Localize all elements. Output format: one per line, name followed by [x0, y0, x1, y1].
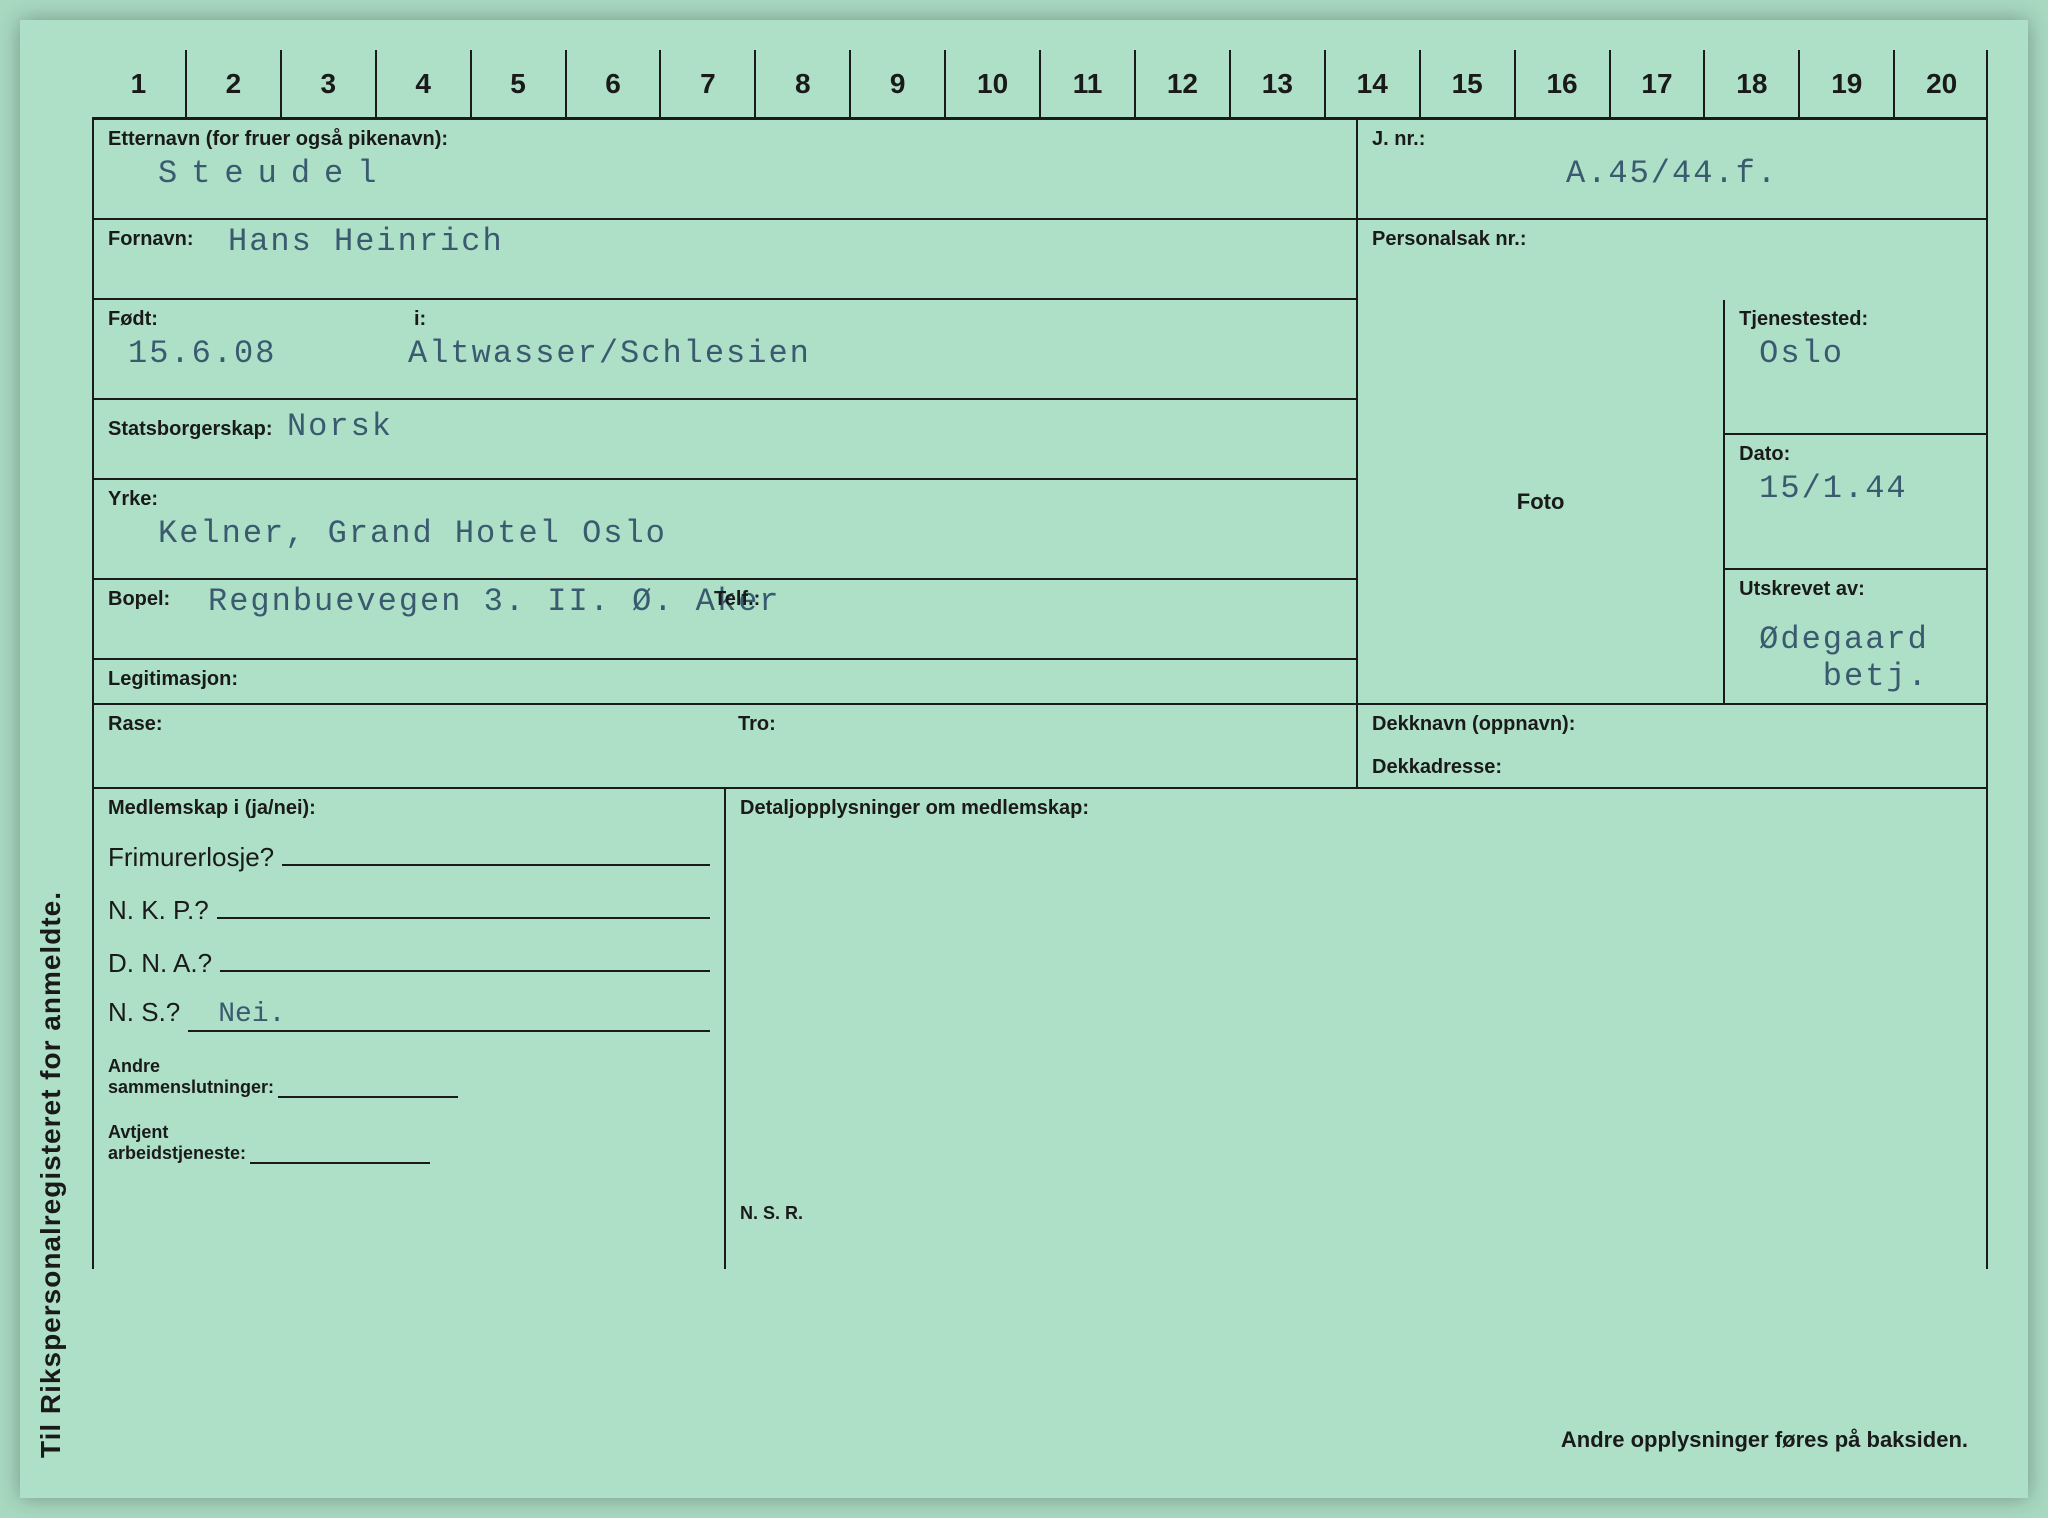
field-fodt: Født: i: 15.6.08 Altwasser/Schlesien: [92, 300, 1356, 400]
field-dato: Dato: 15/1.44: [1725, 435, 1986, 570]
ruler-tick: 10: [944, 50, 1039, 117]
ruler-tick: 2: [185, 50, 280, 117]
label-dato: Dato:: [1739, 443, 1972, 466]
field-fornavn: Fornavn: Hans Heinrich: [92, 220, 1356, 300]
footer-note: Andre opplysninger føres på baksiden.: [1561, 1427, 1968, 1453]
label-medlemskap: Medlemskap i (ja/nei):: [108, 797, 710, 820]
card-body: 1234567891011121314151617181920 Etternav…: [82, 20, 2028, 1498]
field-tro: Tro:: [724, 705, 1356, 789]
value-fodt: 15.6.08: [108, 335, 408, 372]
form-grid: Etternavn (for fruer også pikenavn): Ste…: [92, 120, 1988, 1269]
left-detail-block: Født: i: 15.6.08 Altwasser/Schlesien Sta…: [92, 300, 1356, 705]
label-jnr: J. nr.:: [1372, 128, 1972, 151]
field-yrke: Yrke: Kelner, Grand Hotel Oslo: [92, 480, 1356, 580]
right-meta-stack: Tjenestested: Oslo Dato: 15/1.44 Utskrev…: [1723, 300, 1986, 703]
value-dato: 15/1.44: [1739, 470, 1972, 507]
value-jnr: A.45/44.f.: [1372, 155, 1972, 192]
membership-ns: N. S.? Nei.: [108, 997, 710, 1032]
membership-andre: Andre sammenslutninger:: [108, 1056, 710, 1098]
label-bopel: Bopel:: [108, 588, 170, 610]
label-dekknavn: Dekknavn (oppnavn):: [1372, 713, 1972, 736]
field-medlemskap: Medlemskap i (ja/nei): Frimurerlosje? N.…: [92, 789, 724, 1269]
ruler-tick: 5: [470, 50, 565, 117]
ruler-tick: 9: [849, 50, 944, 117]
field-personalsak: Personalsak nr.:: [1356, 220, 1988, 300]
membership-avtjent: Avtjent arbeidstjeneste:: [108, 1122, 710, 1164]
label-avtjent: Avtjent arbeidstjeneste:: [108, 1122, 246, 1163]
value-avtjent: [250, 1162, 430, 1164]
label-nsr: N. S. R.: [740, 1203, 803, 1224]
field-utskrevet: Utskrevet av: Ødegaard betj.: [1725, 570, 1986, 703]
value-dna: [220, 944, 710, 972]
field-dekk: Dekknavn (oppnavn): Dekkadresse:: [1356, 705, 1988, 789]
sidebar-title: Til Rikspersonalregisteret for anmeldte.: [20, 20, 82, 1498]
label-rase: Rase:: [108, 713, 710, 736]
label-dekkadresse: Dekkadresse:: [1372, 756, 1972, 779]
label-tjenestested: Tjenestested:: [1739, 308, 1972, 331]
label-telf: Telf.:: [714, 588, 760, 611]
field-legit: Legitimasjon:: [92, 660, 1356, 705]
membership-nkp: N. K. P.?: [108, 891, 710, 926]
ruler-tick: 17: [1609, 50, 1704, 117]
label-yrke: Yrke:: [108, 488, 1342, 511]
label-ns: N. S.?: [108, 997, 180, 1028]
value-etternavn: Steudel: [108, 155, 1342, 192]
field-statsb: Statsborgerskap: Norsk: [92, 400, 1356, 480]
membership-list: Frimurerlosje? N. K. P.? D. N. A.? N. S.…: [108, 838, 710, 1164]
field-rase: Rase:: [92, 705, 724, 789]
ruler-tick: 19: [1798, 50, 1893, 117]
ruler-tick: 8: [754, 50, 849, 117]
ruler-tick: 13: [1229, 50, 1324, 117]
label-andre-samm: Andre sammenslutninger:: [108, 1056, 274, 1097]
value-frimurer: [282, 838, 710, 866]
value-yrke: Kelner, Grand Hotel Oslo: [108, 515, 1342, 552]
label-detalj: Detaljopplysninger om medlemskap:: [740, 797, 1972, 820]
field-tjenestested: Tjenestested: Oslo: [1725, 300, 1986, 435]
ruler-tick: 4: [375, 50, 470, 117]
ruler-tick: 1: [92, 50, 185, 117]
label-frimurer: Frimurerlosje?: [108, 842, 274, 873]
ruler-tick: 16: [1514, 50, 1609, 117]
ruler-tick: 7: [659, 50, 754, 117]
field-detalj: Detaljopplysninger om medlemskap: N. S. …: [724, 789, 1988, 1269]
ruler-scale: 1234567891011121314151617181920: [92, 50, 1988, 120]
label-tro: Tro:: [738, 713, 1342, 736]
ruler-tick: 3: [280, 50, 375, 117]
value-utskrevet: Ødegaard betj.: [1739, 621, 1972, 695]
field-etternavn: Etternavn (for fruer også pikenavn): Ste…: [92, 120, 1356, 220]
label-i: i:: [414, 308, 426, 331]
field-jnr: J. nr.: A.45/44.f.: [1356, 120, 1988, 220]
label-fodt: Født:: [108, 308, 158, 330]
registration-card: Til Rikspersonalregisteret for anmeldte.…: [20, 20, 2028, 1498]
value-tjenestested: Oslo: [1739, 335, 1972, 372]
value-statsb: Norsk: [287, 408, 393, 445]
membership-frimurer: Frimurerlosje?: [108, 838, 710, 873]
ruler-tick: 18: [1703, 50, 1798, 117]
label-etternavn: Etternavn (for fruer også pikenavn):: [108, 128, 1342, 151]
label-dna: D. N. A.?: [108, 948, 212, 979]
field-bopel: Bopel: Telf.: Regnbuevegen 3. II. Ø. Ake…: [92, 580, 1356, 660]
ruler-tick: 15: [1419, 50, 1514, 117]
ruler-tick: 20: [1893, 50, 1988, 117]
value-andre-samm: [278, 1096, 458, 1098]
ruler-tick: 14: [1324, 50, 1419, 117]
foto-placeholder: Foto: [1358, 300, 1723, 703]
label-nkp: N. K. P.?: [108, 895, 209, 926]
ruler-tick: 11: [1039, 50, 1134, 117]
label-personalsak: Personalsak nr.:: [1372, 228, 1972, 251]
ruler-tick: 6: [565, 50, 660, 117]
label-legit: Legitimasjon:: [108, 668, 1342, 691]
value-fornavn: Hans Heinrich: [108, 223, 1342, 260]
value-nkp: [217, 891, 710, 919]
value-ns: Nei.: [188, 999, 710, 1032]
label-statsb: Statsborgerskap:: [108, 418, 273, 440]
label-utskrevet: Utskrevet av:: [1739, 578, 1972, 601]
value-fodested: Altwasser/Schlesien: [408, 335, 811, 372]
ruler-tick: 12: [1134, 50, 1229, 117]
membership-dna: D. N. A.?: [108, 944, 710, 979]
foto-block: Foto Tjenestested: Oslo Dato: 15/1.44 Ut…: [1356, 300, 1988, 705]
